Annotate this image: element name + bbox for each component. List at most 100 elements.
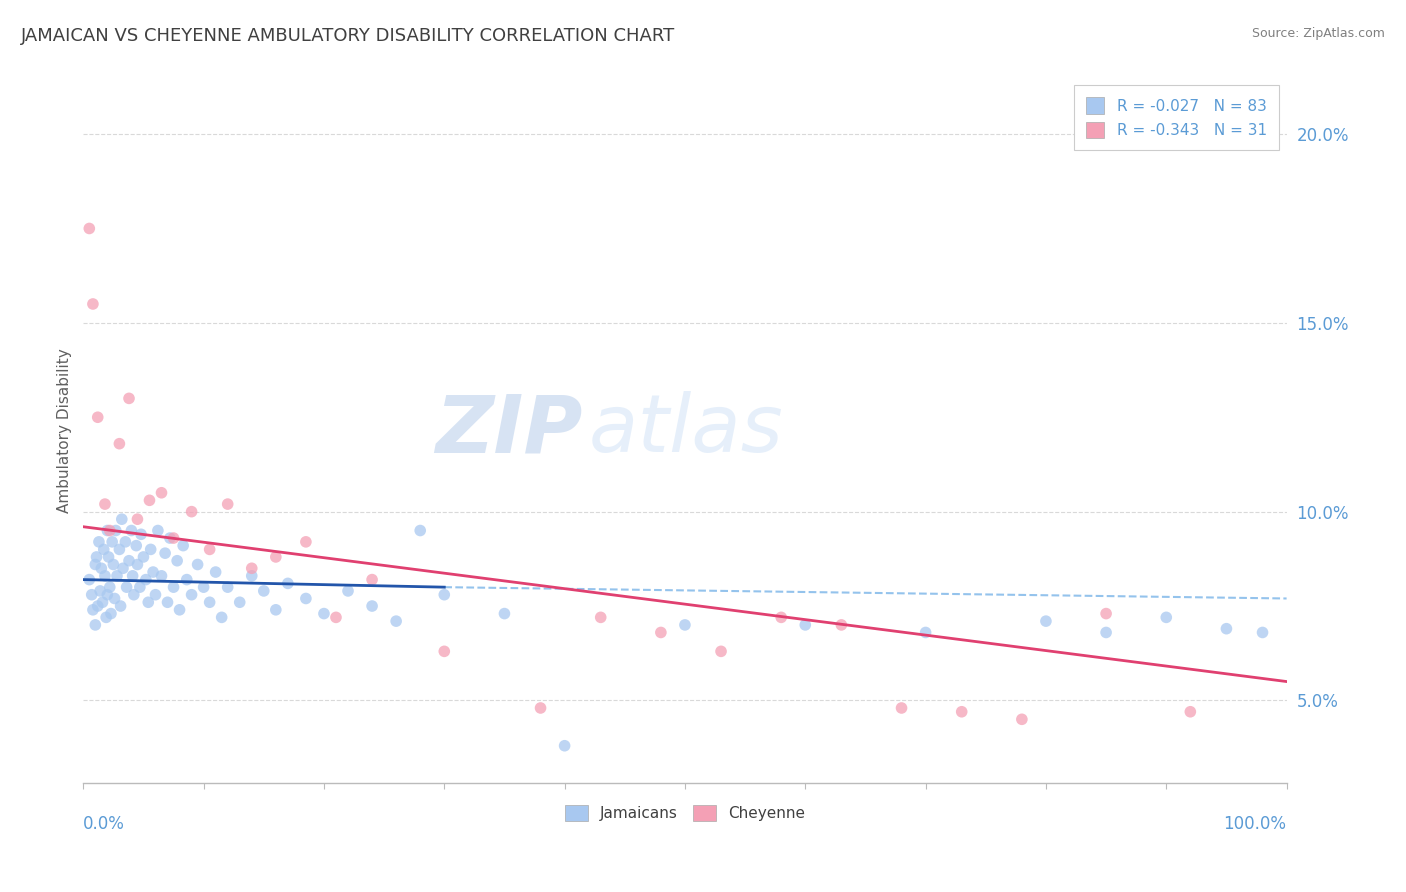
Point xyxy=(129,527,152,541)
Point xyxy=(110,599,132,613)
Point xyxy=(180,505,202,519)
Point xyxy=(1035,614,1057,628)
Point xyxy=(87,599,110,613)
Point xyxy=(312,607,335,621)
Point xyxy=(673,618,696,632)
Point xyxy=(96,588,118,602)
Point xyxy=(98,524,121,538)
Point xyxy=(240,561,263,575)
Point xyxy=(433,588,456,602)
Point xyxy=(87,410,110,425)
Point xyxy=(1154,610,1177,624)
Point xyxy=(135,573,157,587)
Point xyxy=(162,580,184,594)
Point xyxy=(295,534,318,549)
Point xyxy=(211,610,233,624)
Point xyxy=(240,569,263,583)
Point xyxy=(105,569,128,583)
Point xyxy=(361,573,384,587)
Point xyxy=(114,534,136,549)
Text: 100.0%: 100.0% xyxy=(1223,815,1286,833)
Point xyxy=(84,558,107,572)
Point xyxy=(166,554,188,568)
Point xyxy=(82,297,104,311)
Point xyxy=(80,588,103,602)
Y-axis label: Ambulatory Disability: Ambulatory Disability xyxy=(58,348,72,513)
Point xyxy=(277,576,299,591)
Point xyxy=(96,524,118,538)
Point xyxy=(121,569,143,583)
Point xyxy=(1180,705,1202,719)
Point xyxy=(217,497,239,511)
Point xyxy=(142,565,165,579)
Point xyxy=(93,542,115,557)
Point xyxy=(104,524,127,538)
Legend: Jamaicans, Cheyenne: Jamaicans, Cheyenne xyxy=(557,797,813,829)
Point xyxy=(103,591,125,606)
Point xyxy=(127,558,149,572)
Point xyxy=(139,542,162,557)
Point xyxy=(914,625,936,640)
Point xyxy=(180,588,202,602)
Point xyxy=(84,618,107,632)
Point xyxy=(204,565,226,579)
Text: ZIP: ZIP xyxy=(436,392,582,469)
Point xyxy=(128,580,150,594)
Point xyxy=(97,549,120,564)
Point xyxy=(794,618,817,632)
Point xyxy=(118,392,141,406)
Point xyxy=(172,539,194,553)
Point xyxy=(150,485,173,500)
Point xyxy=(529,701,551,715)
Point xyxy=(108,436,131,450)
Point xyxy=(950,705,973,719)
Point xyxy=(337,583,360,598)
Point xyxy=(100,607,122,621)
Point xyxy=(120,524,142,538)
Point xyxy=(162,531,184,545)
Point xyxy=(150,569,173,583)
Point xyxy=(125,539,148,553)
Point xyxy=(87,534,110,549)
Point xyxy=(770,610,793,624)
Point xyxy=(494,607,516,621)
Point xyxy=(1095,607,1118,621)
Point xyxy=(890,701,912,715)
Point xyxy=(132,549,155,564)
Point xyxy=(253,583,276,598)
Point xyxy=(156,595,179,609)
Point xyxy=(361,599,384,613)
Text: 0.0%: 0.0% xyxy=(83,815,125,833)
Point xyxy=(554,739,576,753)
Point xyxy=(1251,625,1274,640)
Point xyxy=(108,542,131,557)
Point xyxy=(169,603,191,617)
Point xyxy=(146,524,169,538)
Point xyxy=(111,512,134,526)
Point xyxy=(176,573,198,587)
Point xyxy=(91,595,114,609)
Point xyxy=(118,554,141,568)
Point xyxy=(96,610,118,624)
Point xyxy=(153,546,176,560)
Point xyxy=(94,497,117,511)
Point xyxy=(79,573,101,587)
Point xyxy=(295,591,318,606)
Point xyxy=(122,588,145,602)
Text: Source: ZipAtlas.com: Source: ZipAtlas.com xyxy=(1251,27,1385,40)
Point xyxy=(325,610,347,624)
Point xyxy=(650,625,672,640)
Point xyxy=(385,614,408,628)
Point xyxy=(198,542,221,557)
Point xyxy=(264,603,287,617)
Point xyxy=(217,580,239,594)
Point xyxy=(79,221,101,235)
Point xyxy=(193,580,215,594)
Point xyxy=(228,595,250,609)
Point xyxy=(115,580,138,594)
Point xyxy=(1011,712,1033,726)
Point xyxy=(136,595,159,609)
Point xyxy=(264,549,287,564)
Point xyxy=(1095,625,1118,640)
Point xyxy=(589,610,612,624)
